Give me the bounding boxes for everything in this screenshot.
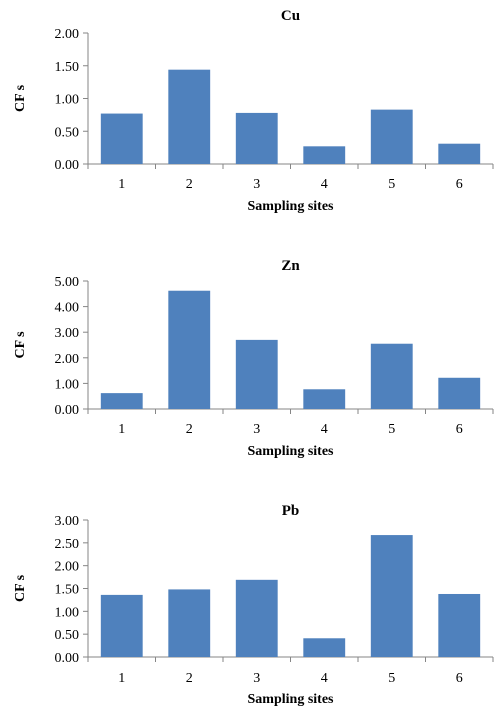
y-tick-label: 5.00 [55,275,80,290]
y-tick-label: 0.00 [55,651,80,666]
y-axis-title: CF s [13,574,28,602]
y-tick-label: 4.00 [55,301,80,316]
bar-site-2 [168,589,211,657]
chart-title: Zn [281,258,300,274]
y-axis-title: CF s [13,84,28,112]
bar-site-2 [168,69,211,164]
bar-site-1 [100,594,143,657]
x-tick-label: 1 [118,671,125,686]
x-tick-label: 6 [456,177,463,192]
y-tick-label: 0.50 [55,628,80,643]
x-tick-label: 5 [388,422,395,437]
y-tick-label: 3.00 [55,514,80,529]
y-tick-label: 0.50 [55,125,80,140]
x-tick-label: 4 [321,177,328,192]
y-tick-label: 2.00 [55,27,80,42]
y-tick-label: 1.00 [55,605,80,620]
x-tick-label: 6 [456,671,463,686]
bar-site-4 [303,146,346,164]
y-axis-title: CF s [13,331,28,359]
bar-site-5 [370,535,413,657]
y-tick-label: 1.50 [55,60,80,75]
bar-site-6 [438,377,481,409]
x-axis-title: Sampling sites [248,444,335,459]
y-tick-label: 0.00 [55,403,80,418]
x-tick-label: 2 [186,422,193,437]
y-tick-label: 2.00 [55,560,80,575]
x-tick-label: 3 [253,422,260,437]
y-tick-label: 1.50 [55,583,80,598]
chart-title: Cu [281,8,300,24]
bar-site-6 [438,143,481,164]
bar-site-6 [438,593,481,657]
y-tick-label: 1.00 [55,377,80,392]
x-axis-title: Sampling sites [248,199,335,214]
bar-site-1 [100,113,143,164]
x-tick-label: 1 [118,422,125,437]
x-tick-label: 3 [253,671,260,686]
bar-site-3 [235,339,278,409]
x-tick-label: 5 [388,671,395,686]
x-tick-label: 5 [388,177,395,192]
chart-zn: Zn 0.00 1.00 2.00 3.00 4.00 5.00 1 2 3 4 5 6 Sampling… [13,258,494,459]
x-tick-label: 6 [456,422,463,437]
y-tick-label: 3.00 [55,326,80,341]
bar-site-3 [235,112,278,164]
bar-site-5 [370,343,413,409]
bar-site-4 [303,389,346,409]
y-tick-label: 2.50 [55,537,80,552]
bar-site-1 [100,393,143,409]
bar-site-5 [370,109,413,164]
y-tick-label: 2.00 [55,352,80,367]
x-tick-label: 2 [186,177,193,192]
x-tick-label: 3 [253,177,260,192]
chart-pb: Pb 0.00 0.50 1.00 1.50 2.00 2.50 3.00 1 2 3 4 5 6 Samp… [13,503,494,706]
y-tick-label: 1.00 [55,93,80,108]
bar-site-4 [303,638,346,657]
x-tick-label: 4 [321,422,328,437]
bar-site-3 [235,579,278,657]
bar-site-2 [168,290,211,409]
x-tick-label: 2 [186,671,193,686]
y-tick-label: 0.00 [55,158,80,173]
x-axis-title: Sampling sites [248,692,335,706]
x-tick-label: 1 [118,177,125,192]
chart-cu: Cu 0.00 0.50 1.00 1.50 2.00 1 2 3 4 5 6 Sampling sit… [13,8,494,214]
x-tick-label: 4 [321,671,328,686]
chart-title: Pb [282,503,300,519]
